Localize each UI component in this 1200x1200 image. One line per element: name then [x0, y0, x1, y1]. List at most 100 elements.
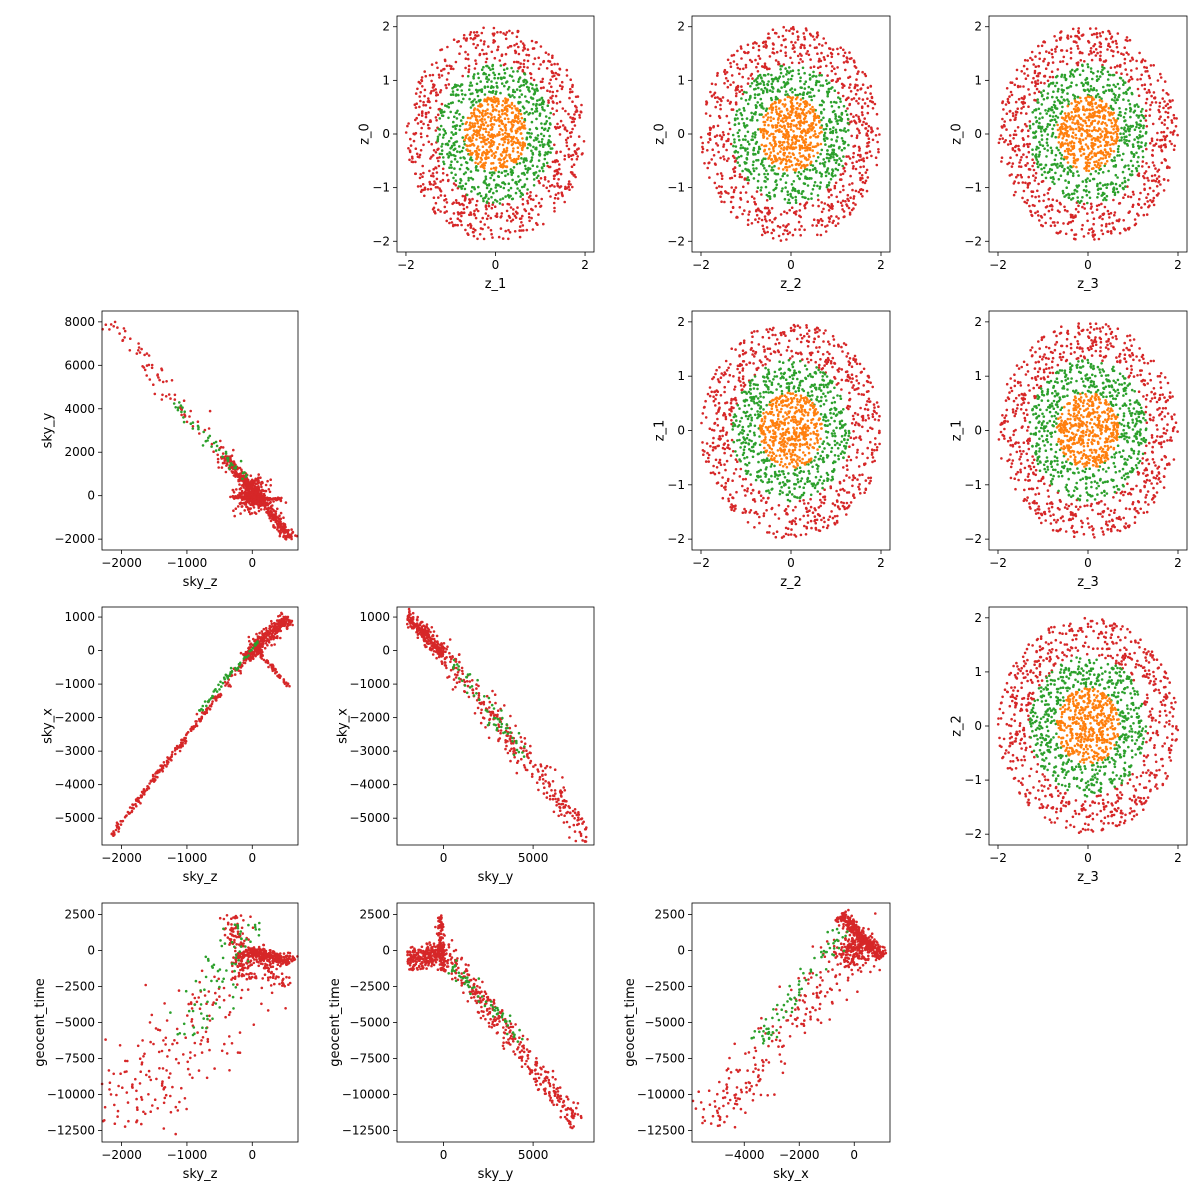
data-point [1069, 47, 1073, 50]
data-point [767, 116, 770, 119]
data-point [854, 83, 857, 87]
data-point [791, 69, 795, 72]
data-point [1036, 210, 1039, 213]
data-point [749, 84, 752, 88]
data-point [536, 134, 540, 137]
data-point [853, 86, 856, 90]
data-point [474, 216, 478, 220]
data-point [544, 51, 548, 54]
data-point [1125, 139, 1128, 142]
data-point [737, 122, 741, 125]
data-point [486, 112, 489, 115]
data-point [564, 109, 567, 113]
data-point [495, 104, 499, 108]
data-point [761, 164, 765, 167]
data-point [736, 151, 740, 154]
data-point [1008, 134, 1012, 137]
data-point [1159, 115, 1162, 118]
data-point [782, 224, 785, 227]
data-point [570, 158, 574, 161]
data-point [1076, 196, 1079, 199]
data-point [848, 51, 851, 54]
data-point [1106, 83, 1109, 87]
data-point [1037, 146, 1040, 150]
data-point [531, 97, 535, 100]
data-point [811, 105, 814, 109]
data-point [1098, 41, 1102, 44]
data-point [573, 144, 576, 147]
data-point [551, 54, 554, 58]
data-point [792, 124, 796, 127]
data-point [495, 109, 498, 112]
data-point [797, 69, 800, 72]
data-point [876, 140, 879, 144]
data-point [439, 124, 443, 128]
data-point [407, 122, 410, 125]
data-point [783, 229, 787, 232]
data-point [1028, 167, 1031, 171]
data-point [826, 94, 829, 98]
data-point [532, 103, 535, 106]
data-point [827, 209, 831, 212]
data-point [1143, 183, 1146, 186]
data-point [733, 170, 737, 173]
data-point [1042, 199, 1045, 203]
data-point [480, 68, 484, 71]
data-point [1026, 59, 1029, 62]
data-point [481, 216, 485, 220]
data-point [1014, 133, 1018, 137]
data-point [436, 135, 440, 139]
data-point [491, 236, 494, 239]
data-point [454, 154, 457, 158]
data-point [578, 113, 581, 117]
data-point [1029, 210, 1033, 214]
data-point [1093, 160, 1096, 164]
data-point [814, 135, 818, 139]
data-point [779, 150, 782, 153]
data-point [441, 167, 445, 171]
data-point [808, 127, 811, 130]
data-point [551, 107, 554, 110]
data-point [1124, 38, 1128, 42]
data-point [1105, 222, 1108, 226]
data-point [473, 36, 477, 40]
data-point [1000, 156, 1004, 159]
data-point [1072, 156, 1076, 160]
data-point [476, 169, 480, 172]
data-point [751, 116, 754, 120]
data-point [1008, 174, 1012, 177]
data-point [1020, 96, 1024, 100]
data-point [741, 75, 744, 79]
data-point [1027, 88, 1030, 91]
data-point [542, 184, 545, 187]
data-point [833, 67, 836, 70]
data-point [525, 99, 528, 103]
data-point [1156, 79, 1160, 82]
data-point [746, 140, 750, 143]
data-point [457, 185, 461, 188]
data-point [806, 131, 809, 135]
data-point [1083, 89, 1086, 93]
y-axis-label: z_0 [652, 123, 667, 145]
data-point [1157, 179, 1161, 183]
data-point [520, 172, 524, 175]
data-point [454, 132, 458, 135]
data-point [481, 111, 484, 115]
data-point [874, 134, 878, 137]
data-point [766, 82, 769, 86]
data-point [459, 185, 463, 188]
data-point [1043, 213, 1046, 216]
data-point [854, 203, 857, 206]
data-point [535, 41, 538, 44]
data-point [722, 133, 725, 137]
data-point [1148, 108, 1152, 111]
data-point [504, 150, 508, 153]
data-point [716, 144, 720, 147]
data-point [857, 190, 861, 194]
data-point [1053, 182, 1056, 186]
data-point [436, 66, 439, 70]
data-point [1144, 109, 1148, 112]
data-point [1155, 177, 1159, 180]
data-point [495, 85, 499, 88]
data-point [499, 164, 502, 168]
